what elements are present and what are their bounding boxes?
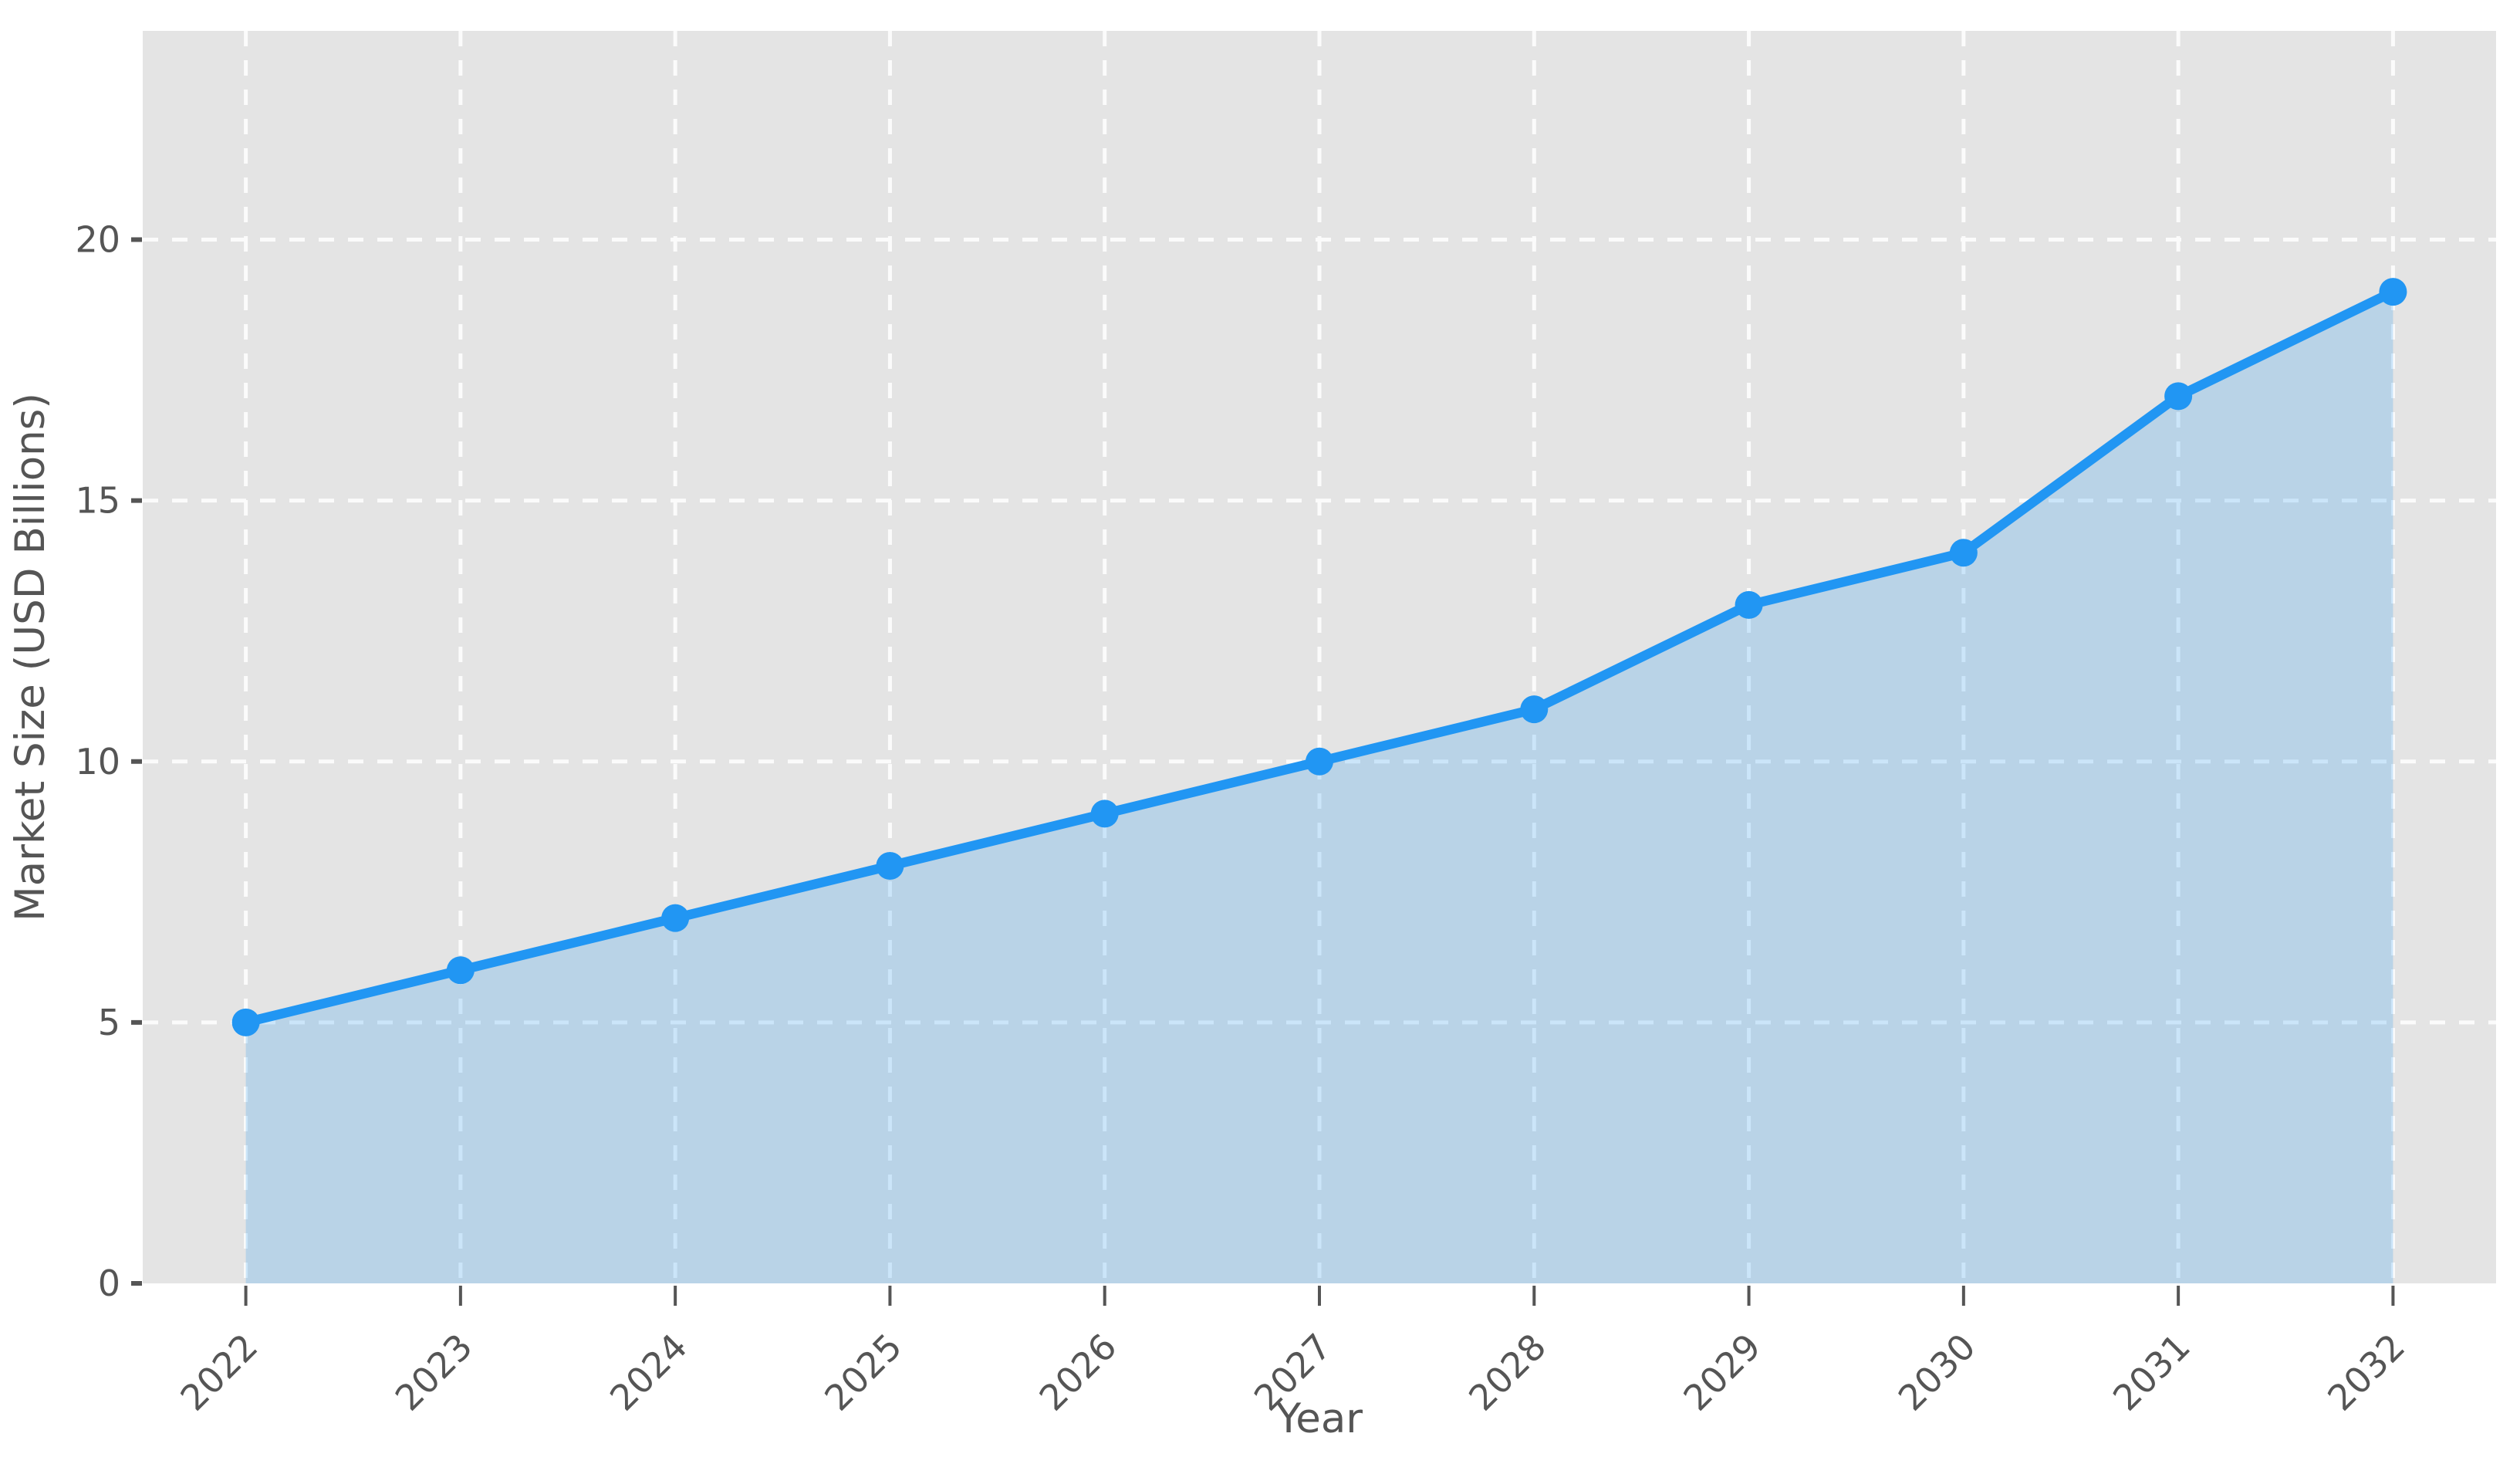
x-axis-label: Year — [1275, 1395, 1363, 1442]
data-point-marker-2031 — [2164, 382, 2193, 411]
data-point-marker-2030 — [1949, 539, 1978, 567]
data-point-marker-2025 — [876, 852, 904, 880]
y-tick-label-0: 0 — [98, 1263, 120, 1304]
y-tick-label-5: 5 — [98, 1002, 120, 1043]
y-axis-label: Market Size (USD Billions) — [7, 393, 54, 921]
y-tick-label-20: 20 — [75, 219, 120, 261]
y-tick-label-10: 10 — [75, 741, 120, 783]
data-point-marker-2022 — [231, 1008, 260, 1036]
data-point-marker-2023 — [446, 956, 475, 985]
y-tick-label-15: 15 — [75, 480, 120, 522]
data-point-marker-2032 — [2379, 278, 2407, 306]
data-point-marker-2026 — [1090, 799, 1119, 828]
area-fill — [245, 292, 2393, 1283]
data-point-marker-2024 — [661, 904, 690, 932]
data-point-marker-2029 — [1735, 590, 1763, 619]
data-point-marker-2028 — [1520, 695, 1549, 724]
data-point-marker-2027 — [1306, 747, 1333, 776]
